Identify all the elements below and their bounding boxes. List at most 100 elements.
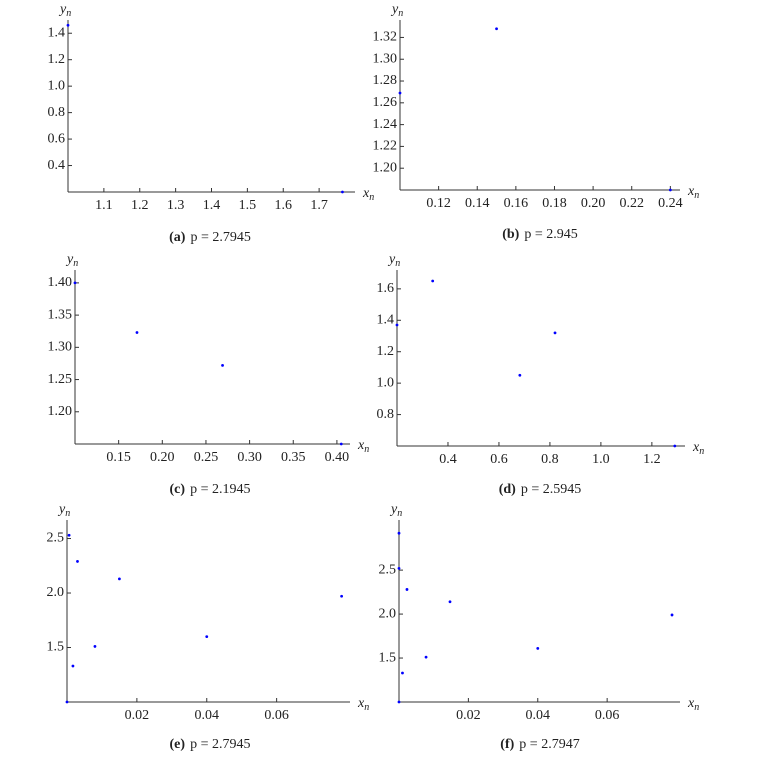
y-label-main: y <box>57 502 66 517</box>
x-tick-label: 0.35 <box>281 450 306 465</box>
y-tick-label: 0.8 <box>377 407 395 422</box>
panel: 0.15 0.20 0.25 0.30 0.35 0.40 1.20 1.25 1.30 1.35… <box>48 252 370 497</box>
y-tick-label: 1.20 <box>48 404 73 419</box>
point <box>668 188 672 192</box>
y-tick-label: 1.6 <box>377 281 395 296</box>
y-tick-label: 1.25 <box>48 372 73 387</box>
y-tick-label: 1.2 <box>48 52 66 67</box>
caption: (c) p = 2.1945 <box>170 482 251 497</box>
x-label-sub: n <box>364 702 369 713</box>
point <box>397 566 401 570</box>
panel: 1.1 1.2 1.3 1.4 1.5 1.6 1.7 0.4 0.6 0.8 1.0 1.2 1.4 y… <box>48 2 375 245</box>
x-axis-label: xn <box>687 696 699 713</box>
point <box>67 533 71 537</box>
x-tick-label: 0.25 <box>194 450 219 465</box>
y-tick-label: 1.22 <box>373 139 398 154</box>
point <box>405 588 409 591</box>
y-tick-label: 1.30 <box>373 51 398 66</box>
point <box>340 594 344 598</box>
x-tick-label: 1.2 <box>643 452 661 467</box>
y-axis-label: yn <box>389 502 402 519</box>
point <box>553 331 557 335</box>
point <box>118 577 121 581</box>
y-label-main: y <box>65 252 74 267</box>
x-tick-label: 0.16 <box>504 196 529 211</box>
y-tick-label: 0.8 <box>48 105 66 120</box>
y-label-sub: n <box>73 258 78 269</box>
y-tick-label: 2.0 <box>379 606 397 621</box>
caption-text: p = 2.1945 <box>190 482 250 497</box>
x-tick-label: 0.02 <box>456 708 481 723</box>
x-label-sub: n <box>364 444 369 455</box>
x-tick-label: 0.04 <box>526 708 551 723</box>
x-tick-label: 1.7 <box>310 198 328 213</box>
x-tick-label: 0.02 <box>125 708 150 723</box>
x-label-main: x <box>357 438 365 453</box>
y-tick-label: 1.40 <box>48 275 73 290</box>
caption-label: (f) <box>500 737 514 752</box>
caption: (d) p = 2.5945 <box>499 482 582 497</box>
point <box>424 655 428 659</box>
y-label-main: y <box>390 2 399 17</box>
point <box>670 613 674 617</box>
y-tick-label: 1.5 <box>47 640 65 655</box>
y-tick-label: 1.0 <box>48 78 66 93</box>
y-tick-label: 2.5 <box>379 562 397 577</box>
y-label-main: y <box>387 252 396 267</box>
caption-label: (c) <box>170 482 186 497</box>
y-label-sub: n <box>398 8 403 19</box>
y-axis-label: yn <box>390 2 403 19</box>
y-axis-label: yn <box>57 502 70 519</box>
x-tick-label: 0.24 <box>658 196 683 211</box>
y-tick-label: 1.30 <box>48 340 73 355</box>
point <box>73 281 77 285</box>
y-tick-label: 1.2 <box>377 344 395 359</box>
y-tick-label: 1.28 <box>373 73 398 88</box>
y-tick-label: 1.35 <box>48 307 73 322</box>
y-axis-label: yn <box>58 2 71 19</box>
y-label-main: y <box>389 502 398 517</box>
point <box>397 700 401 704</box>
x-tick-label: 0.12 <box>426 196 451 211</box>
y-tick-label: 1.20 <box>373 160 398 175</box>
x-label-sub: n <box>699 446 704 457</box>
x-label-main: x <box>357 696 365 711</box>
point <box>518 373 522 377</box>
point <box>66 23 70 27</box>
x-tick-label: 1.6 <box>275 198 293 213</box>
x-tick-label: 0.18 <box>542 196 567 211</box>
y-tick-label: 1.26 <box>373 95 398 110</box>
x-axis-label: xn <box>362 186 374 203</box>
caption: (e) p = 2.7945 <box>170 737 251 752</box>
y-label-main: y <box>58 2 67 17</box>
point <box>673 444 677 448</box>
point <box>401 671 404 675</box>
caption: (a) p = 2.7945 <box>169 230 251 245</box>
point <box>395 323 399 327</box>
caption: (b) p = 2.945 <box>502 227 578 242</box>
caption-label: (e) <box>170 737 186 752</box>
x-tick-label: 0.4 <box>439 452 457 467</box>
y-tick-label: 2.0 <box>47 585 65 600</box>
x-axis-label: xn <box>357 696 369 713</box>
y-tick-label: 2.5 <box>47 531 65 546</box>
x-tick-label: 0.06 <box>595 708 620 723</box>
y-tick-label: 0.4 <box>48 158 66 173</box>
x-tick-label: 0.40 <box>325 450 350 465</box>
caption: (f) p = 2.7947 <box>500 737 579 752</box>
x-label-main: x <box>692 440 700 455</box>
x-tick-label: 0.30 <box>237 450 262 465</box>
x-tick-label: 0.6 <box>490 452 508 467</box>
x-label-sub: n <box>694 190 699 201</box>
x-tick-label: 0.22 <box>619 196 644 211</box>
y-axis-label: yn <box>65 252 78 269</box>
point <box>221 363 224 367</box>
x-tick-label: 0.20 <box>150 450 175 465</box>
point <box>341 190 344 194</box>
caption-label: (d) <box>499 482 516 497</box>
x-tick-label: 1.1 <box>95 198 113 213</box>
